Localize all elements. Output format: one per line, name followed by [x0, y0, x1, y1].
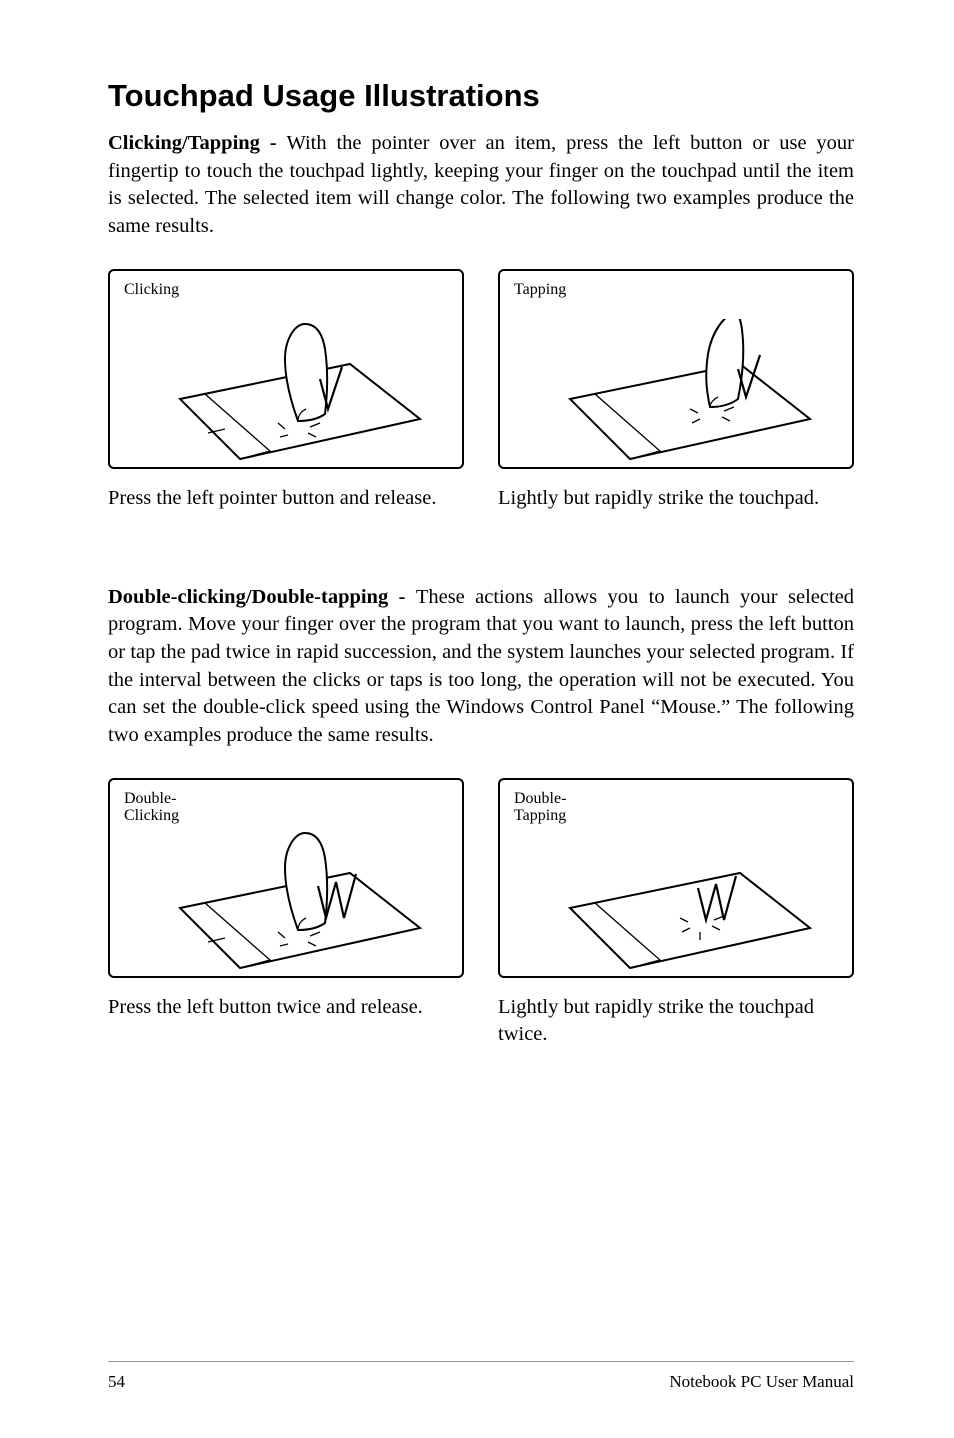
figure-caption: Press the left pointer button and releas…: [108, 485, 464, 512]
paragraph-double: Double-clicking/Double-tapping - These a…: [108, 584, 854, 750]
figure-label: Clicking: [124, 281, 179, 299]
figure-double-tapping: Double- Tapping: [498, 778, 854, 978]
touchpad-illustration: [540, 319, 830, 467]
figure-caption: Lightly but rapidly strike the touchpad.: [498, 485, 854, 512]
caption-row-2: Press the left button twice and release.…: [108, 994, 854, 1048]
figure-label: Double- Clicking: [124, 790, 179, 825]
figure-row-1: Clicking: [108, 269, 854, 469]
figure-label: Tapping: [514, 281, 566, 299]
figure-double-clicking: Double- Clicking: [108, 778, 464, 978]
figure-label: Double- Tapping: [514, 790, 566, 825]
paragraph-clicking: Clicking/Tapping - With the pointer over…: [108, 130, 854, 241]
figure-caption: Lightly but rapidly strike the touchpad …: [498, 994, 854, 1048]
figure-caption: Press the left button twice and release.: [108, 994, 464, 1048]
page-title: Touchpad Usage Illustrations: [108, 78, 854, 114]
touchpad-illustration: [540, 828, 830, 976]
para1-bold: Clicking/Tapping -: [108, 132, 286, 154]
page: Touchpad Usage Illustrations Clicking/Ta…: [0, 0, 954, 1438]
para2-text: These actions allows you to launch your …: [108, 586, 854, 746]
figure-tapping: Tapping: [498, 269, 854, 469]
caption-row-1: Press the left pointer button and releas…: [108, 485, 854, 512]
footer-title: Notebook PC User Manual: [669, 1372, 854, 1392]
page-footer: 54 Notebook PC User Manual: [108, 1361, 854, 1392]
touchpad-illustration: [150, 319, 440, 467]
page-number: 54: [108, 1372, 125, 1392]
touchpad-illustration: [150, 828, 440, 976]
figure-row-2: Double- Clicking Double- Tapping: [108, 778, 854, 978]
para2-bold: Double-clicking/Double-tapping -: [108, 586, 416, 608]
figure-clicking: Clicking: [108, 269, 464, 469]
